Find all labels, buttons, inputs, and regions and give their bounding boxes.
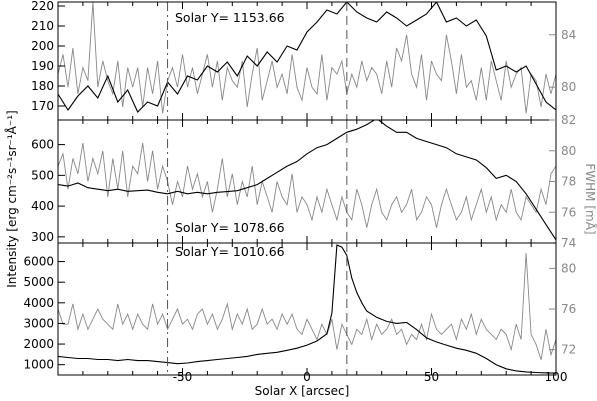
- panel-frame: [57, 119, 557, 244]
- y-right-tick-label: 76: [561, 302, 576, 316]
- y-axis-label: Intensity [erg cm⁻²s⁻¹sr⁻¹Å⁻¹]: [4, 110, 19, 287]
- y-tick-label: 300: [31, 230, 54, 244]
- y-axis-right-label: FWHM [mÅ]: [583, 163, 597, 234]
- x-tick-label: -50: [173, 370, 193, 384]
- y-tick-label: 5000: [23, 275, 54, 289]
- panel-2: 300 400 500 600 74 76 78 80 82 Solar Y= 1078.66: [31, 113, 576, 250]
- y-tick-label: 600: [31, 138, 54, 152]
- x-tick-label: 100: [545, 370, 568, 384]
- y-tick-label: 2000: [23, 337, 54, 351]
- intensity-series-line: [58, 120, 556, 241]
- y-right-tick-label: 84: [561, 28, 576, 42]
- y-tick-label: 4000: [23, 296, 54, 310]
- y-tick-label: 1000: [23, 358, 54, 372]
- y-right-tick-label: 80: [561, 80, 576, 94]
- y-right-tick-label: 80: [561, 261, 576, 275]
- x-axis: -50 0 50 100: [173, 370, 568, 384]
- panel-annotation: Solar Y= 1153.66: [175, 10, 285, 25]
- y-tick-label: 400: [31, 199, 54, 213]
- panel-annotation: Solar Y= 1078.66: [175, 220, 285, 235]
- y-right-tick-label: 72: [561, 343, 576, 357]
- y-right-tick-label: 76: [561, 205, 576, 219]
- panel-frame: [57, 242, 557, 376]
- y-right-tick-label: 80: [561, 144, 576, 158]
- y-tick-label: 180: [31, 79, 54, 93]
- y-tick-label: 220: [31, 0, 54, 13]
- y-tick-label: 200: [31, 39, 54, 53]
- fwhm-series-line: [58, 143, 556, 228]
- panel-annotation: Solar Y= 1010.66: [175, 244, 285, 259]
- intensity-series-line: [58, 244, 556, 374]
- y-tick-label: 500: [31, 168, 54, 182]
- intensity-series-line: [58, 2, 556, 113]
- y-tick-label: 170: [31, 99, 54, 113]
- y-right-tick-label: 74: [561, 236, 576, 250]
- y-tick-label: 3000: [23, 316, 54, 330]
- y-right-tick-label: 78: [561, 175, 576, 189]
- y-right-tick-label: 82: [561, 113, 576, 127]
- chart-panels: 170 180 190 200 210 220 80 84 Solar Y= 1153.66 30…: [23, 0, 576, 376]
- y-tick-label: 190: [31, 59, 54, 73]
- panel-3: 1000 2000 3000 4000 5000 6000 72 76 80 Solar Y= 1…: [23, 242, 576, 376]
- y-tick-label: 210: [31, 19, 54, 33]
- fwhm-series-line: [58, 253, 556, 360]
- fwhm-series-line: [58, 2, 556, 114]
- panel-1: 170 180 190 200 210 220 80 84 Solar Y= 1153.66: [31, 0, 576, 121]
- x-tick-label: 50: [424, 370, 439, 384]
- y-tick-label: 6000: [23, 255, 54, 269]
- x-axis-label: Solar X [arcsec]: [255, 384, 350, 398]
- x-tick-label: 0: [303, 370, 311, 384]
